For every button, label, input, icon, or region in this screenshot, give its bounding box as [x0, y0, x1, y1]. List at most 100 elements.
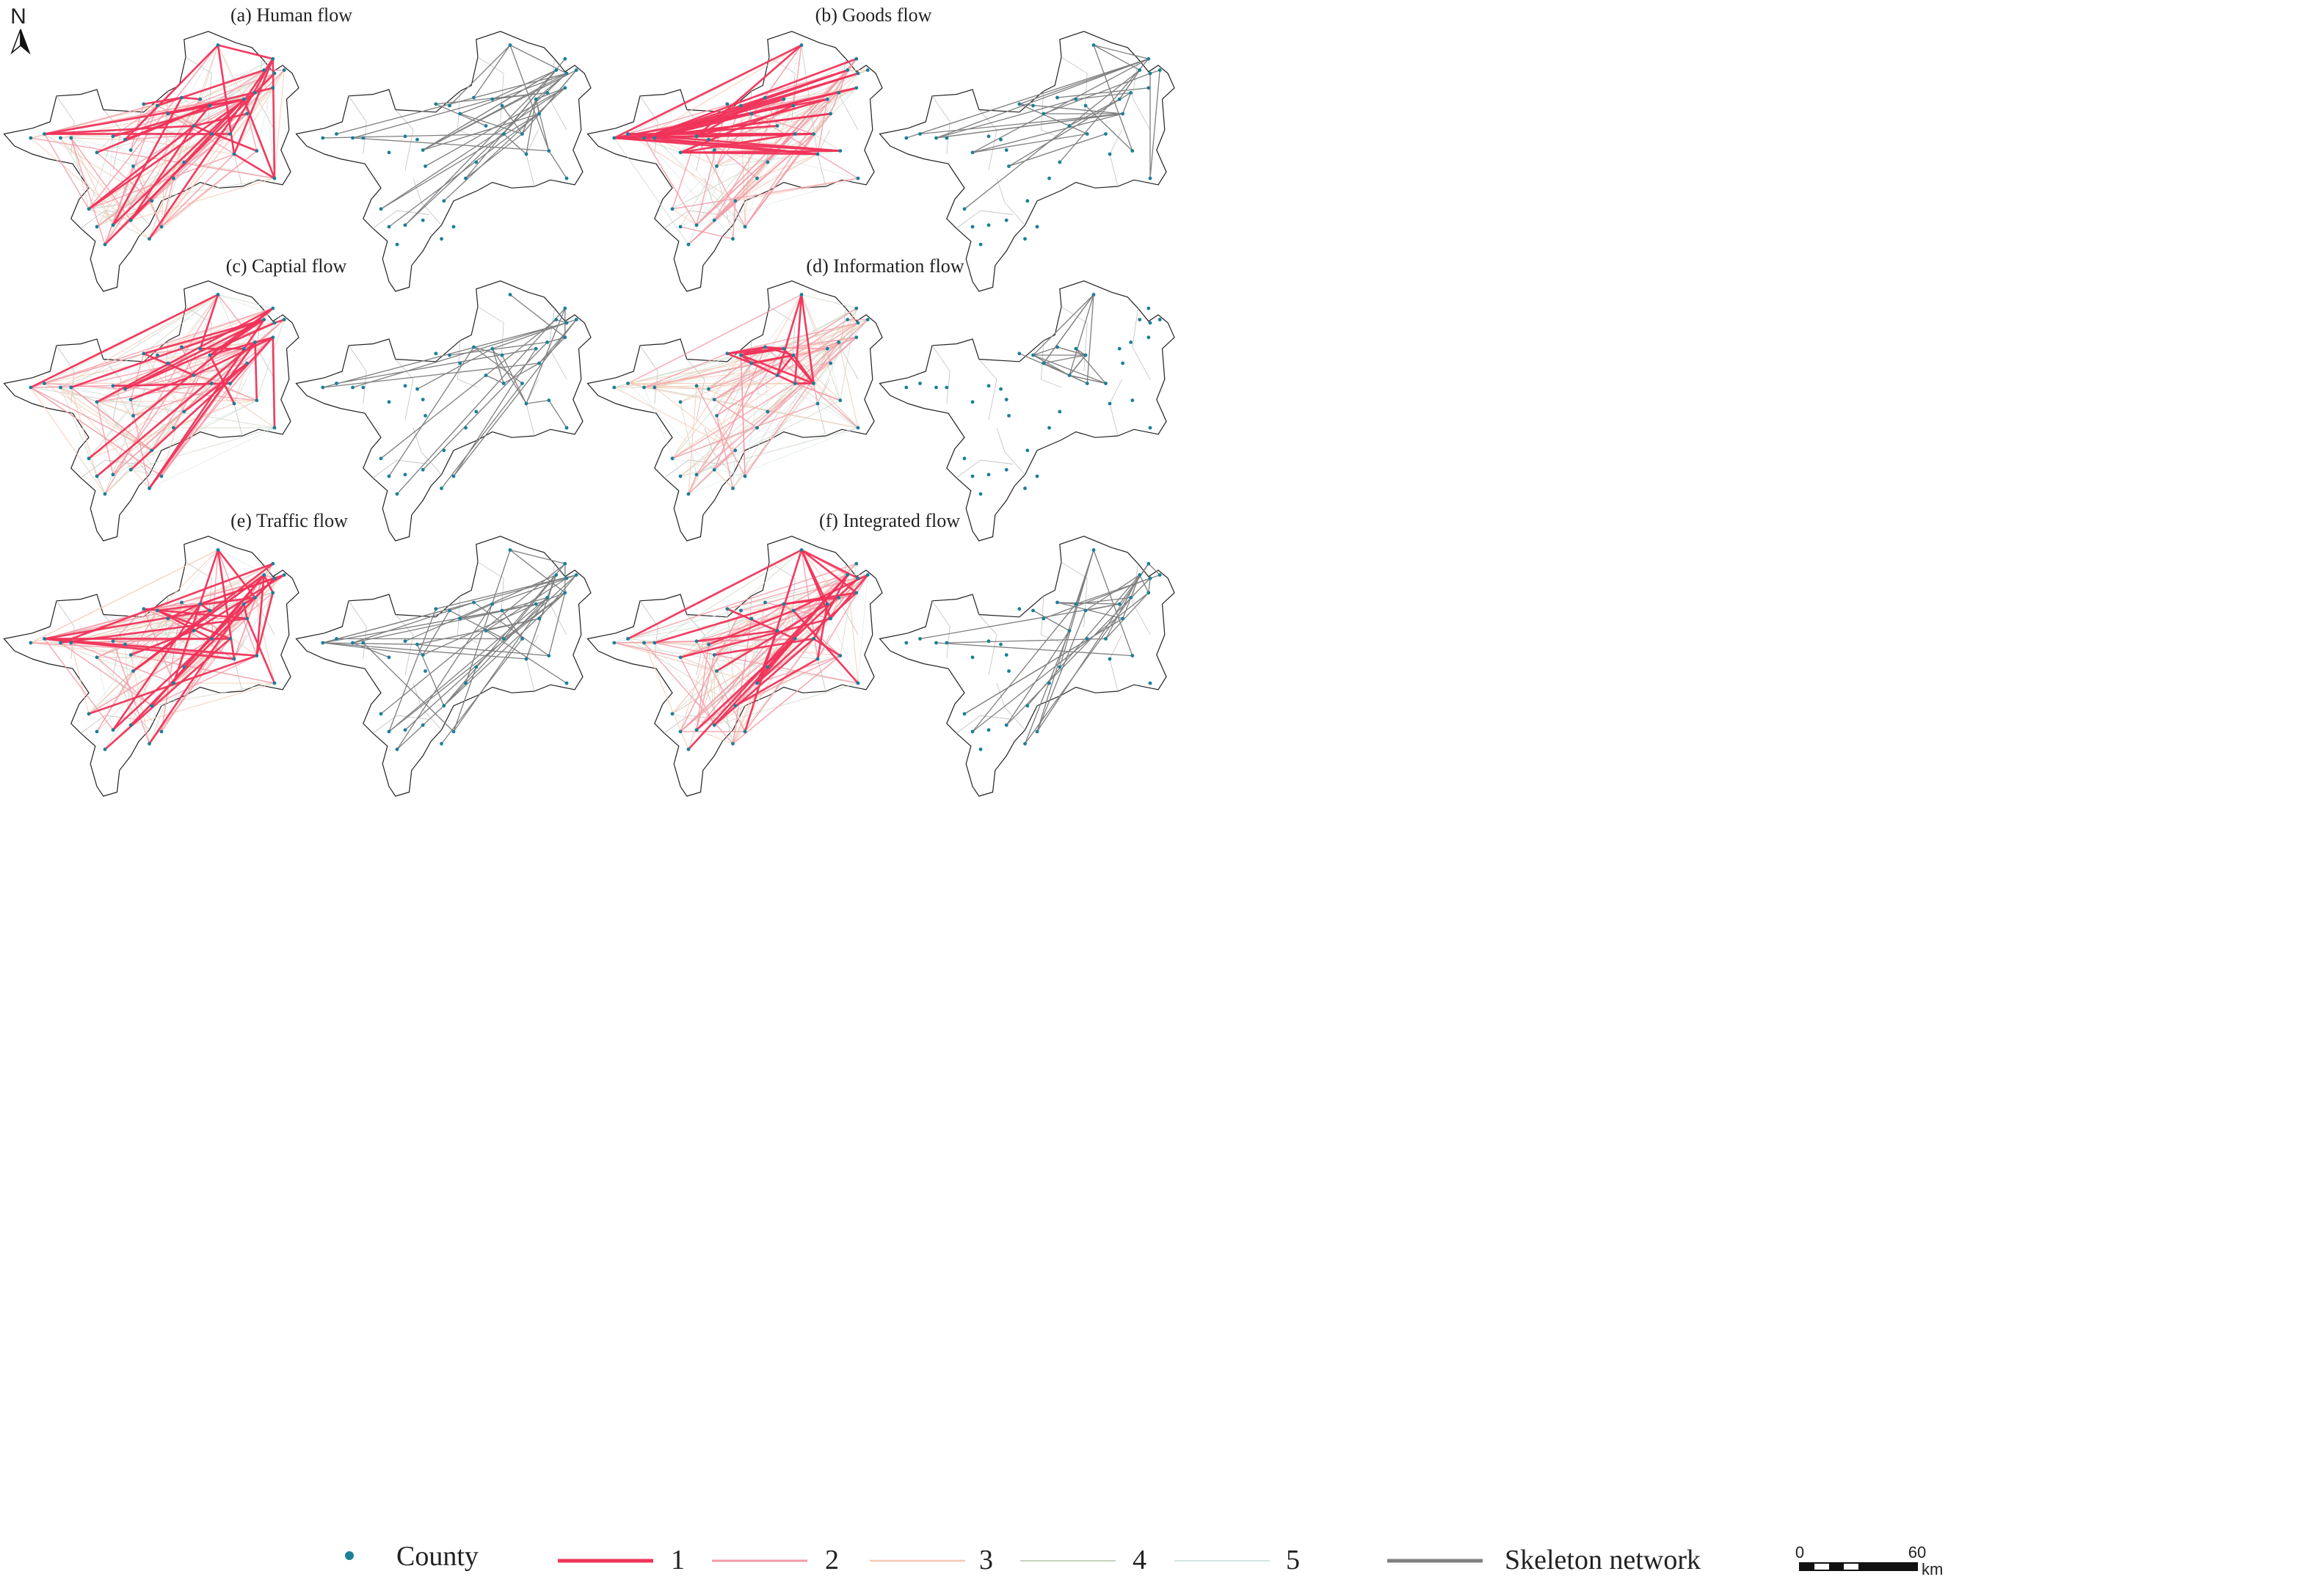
county-point-e-flow-24: [272, 576, 277, 580]
skeleton-line-e-51: [485, 577, 567, 632]
county-point-a-skel-11: [472, 95, 476, 100]
flow-line-l2-f-11: [614, 642, 681, 658]
flow-line-l4-b-9: [708, 139, 733, 239]
skeleton-line-e-6: [388, 597, 548, 732]
county-point-a-flow-0: [29, 136, 33, 140]
county-point-c-flow-9: [156, 353, 159, 357]
county-point-b-flow-21: [837, 90, 841, 95]
skeleton-line-f-31: [1024, 597, 1132, 744]
panel-title-b: (b) Goods flow: [815, 4, 932, 26]
skeleton-line-d-10: [1086, 294, 1094, 384]
skeleton-map-a: [295, 31, 592, 292]
flow-line-l2-d-9: [688, 474, 697, 495]
county-point-d-flow-15: [793, 382, 797, 385]
flow-line-l2-c-36: [130, 353, 145, 400]
skeleton-line-a-25: [352, 98, 493, 139]
county-point-f-flow-33: [686, 747, 691, 751]
scale-bar: 0 60 km: [1795, 1543, 1943, 1578]
county-point-a-flow-34: [95, 225, 99, 229]
county-point-f-skel-2: [934, 641, 938, 645]
skeleton-line-c-7: [453, 348, 537, 477]
county-point-a-skel-30: [442, 199, 446, 203]
county-point-d-flow-27: [838, 398, 843, 403]
county-point-a-flow-5: [111, 134, 115, 139]
county-point-e-skel-20: [537, 616, 542, 621]
county-point-f-flow-36: [731, 742, 735, 746]
flow-line-l4-d-22: [783, 307, 857, 349]
inner-boundary-b-flow-0: [639, 95, 658, 155]
county-point-e-flow-9: [156, 608, 159, 613]
flow-line-l3-b-41: [644, 45, 802, 139]
flow-line-l5-c-23: [96, 400, 257, 477]
skeleton-line-a-39: [503, 134, 527, 155]
flow-line-l1-f-0: [716, 603, 828, 672]
county-point-b-flow-34: [678, 225, 683, 229]
county-point-f-skel-16: [1091, 548, 1096, 552]
county-point-e-skel-13: [490, 602, 495, 606]
county-point-d-flow-7: [712, 398, 716, 401]
flow-line-l2-e-9: [70, 642, 174, 684]
county-point-e-flow-0: [29, 641, 33, 645]
flow-line-l3-a-31: [149, 73, 275, 239]
county-point-b-flow-27: [838, 149, 843, 153]
county-point-c-skel-31: [421, 467, 425, 472]
flow-line-l1-a-19: [272, 59, 276, 179]
county-point-c-skel-33: [395, 492, 399, 496]
county-point-e-skel-15: [501, 637, 506, 641]
county-point-f-flow-38: [766, 665, 770, 669]
flow-line-l3-c-11: [143, 353, 235, 404]
county-point-b-flow-2: [642, 136, 646, 140]
county-point-e-skel-0: [321, 641, 325, 645]
skeleton-line-a-17: [404, 70, 557, 226]
county-point-c-skel-25: [563, 335, 567, 340]
flow-line-l1-e-11: [242, 603, 248, 619]
skeleton-line-e-43: [503, 592, 566, 640]
county-point-c-flow-7: [128, 398, 133, 401]
county-point-f-flow-8: [725, 607, 730, 611]
inner-boundary-a-skel-7: [372, 210, 430, 229]
inner-boundary-f-flow-1: [686, 614, 705, 676]
county-point-a-flow-11: [180, 95, 183, 100]
flow-line-l3-d-1: [628, 382, 644, 388]
county-point-c-skel-5: [403, 384, 407, 388]
skeleton-line-a-32: [336, 73, 567, 135]
county-point-e-skel-22: [554, 573, 559, 577]
flow-line-l2-c-3: [130, 348, 244, 401]
skeleton-line-b-0: [972, 58, 1149, 153]
county-point-f-flow-24: [856, 576, 860, 580]
flow-line-l2-e-39: [172, 618, 248, 684]
county-point-f-skel-7: [1004, 653, 1009, 657]
flow-line-l2-c-32: [30, 387, 153, 451]
county-point-e-flow-21: [253, 595, 258, 600]
skeleton-line-e-23: [548, 592, 566, 656]
flow-line-l1-c-22: [209, 318, 265, 357]
panel-row-3: (e) Traffic flow (f) Integrated flow: [230, 510, 960, 531]
county-point-f-flow-4: [678, 655, 683, 660]
county-point-a-flow-22: [262, 68, 266, 73]
county-point-e-skel-39: [424, 669, 427, 673]
flow-line-l5-c-26: [30, 387, 126, 390]
flow-line-l1-a-8: [124, 44, 219, 141]
flow-line-l1-c-15: [254, 342, 258, 401]
county-point-b-skel-28: [1148, 176, 1152, 181]
flow-line-l1-a-24: [217, 45, 236, 155]
flow-line-l3-a-12: [233, 70, 285, 155]
inner-boundary-f-skel-7: [956, 715, 1014, 734]
county-point-a-flow-32: [111, 223, 115, 227]
county-point-d-flow-36: [731, 487, 735, 490]
skeleton-line-d-9: [1075, 348, 1107, 384]
county-point-c-skel-24: [564, 321, 569, 325]
flow-line-l3-b-14: [735, 153, 818, 202]
flow-line-l3-a-19: [70, 137, 126, 140]
county-point-f-flow-6: [707, 642, 711, 646]
county-point-f-skel-34: [970, 729, 975, 734]
flow-line-l3-e-35: [131, 682, 275, 726]
skeleton-line-a-24: [459, 113, 523, 135]
county-point-b-skel-12: [1067, 124, 1072, 128]
flow-line-l2-d-7: [644, 353, 728, 388]
county-point-e-skel-31: [421, 723, 425, 727]
flow-line-l2-f-35: [783, 603, 841, 657]
county-point-b-flow-8: [725, 102, 730, 106]
skeleton-line-e-2: [443, 563, 566, 707]
inner-boundary-d-skel-0: [931, 345, 951, 404]
